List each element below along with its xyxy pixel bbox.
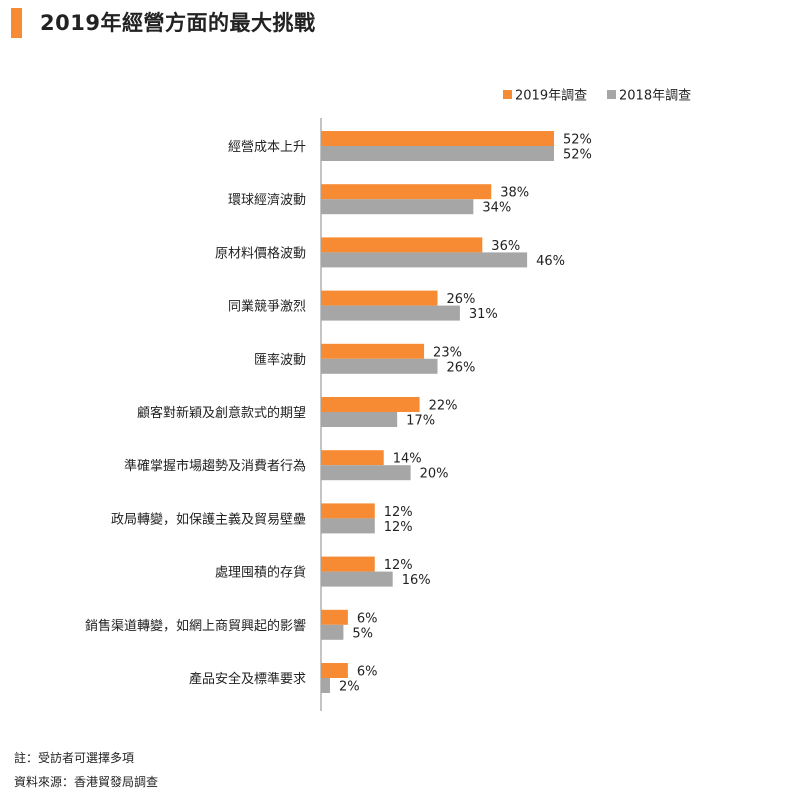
data-label-2019: 14% bbox=[393, 452, 422, 467]
category-label: 準確掌握市場趨勢及消費者行為 bbox=[124, 458, 306, 474]
bar-2019 bbox=[321, 609, 348, 625]
data-label-2018: 31% bbox=[469, 307, 498, 322]
bar-2019 bbox=[321, 131, 554, 146]
data-label-2018: 46% bbox=[536, 254, 565, 269]
bar-2018 bbox=[321, 624, 344, 640]
bar-2018 bbox=[321, 518, 375, 534]
bar-2018 bbox=[321, 199, 474, 215]
bar-2019 bbox=[321, 556, 375, 572]
bar-2019 bbox=[321, 663, 348, 678]
category-label: 處理囤積的存貨 bbox=[215, 565, 306, 581]
bar-2019 bbox=[321, 290, 438, 306]
bar-2018 bbox=[321, 571, 393, 587]
bar-2019 bbox=[321, 503, 375, 519]
title-accent-bar bbox=[11, 8, 22, 38]
bar-2019 bbox=[321, 343, 425, 359]
data-label-2018: 52% bbox=[563, 148, 592, 163]
bar-2019 bbox=[321, 184, 492, 200]
category-label: 經營成本上升 bbox=[228, 140, 306, 155]
bar-2018 bbox=[321, 305, 460, 321]
data-label-2019: 12% bbox=[384, 505, 413, 520]
data-label-2018: 17% bbox=[406, 414, 435, 429]
data-label-2019: 22% bbox=[429, 399, 458, 414]
category-label: 產品安全及標準要求 bbox=[189, 671, 306, 687]
footnote-multiple-choice: 註：受訪者可選擇多項 bbox=[14, 751, 135, 765]
data-label-2019: 6% bbox=[357, 611, 378, 626]
category-label: 顧客對新穎及創意款式的期望 bbox=[137, 405, 306, 421]
bar-2018 bbox=[321, 412, 398, 427]
category-label: 原材料價格波動 bbox=[215, 245, 306, 261]
legend-2019-swatch bbox=[503, 90, 512, 99]
data-label-2019: 52% bbox=[563, 133, 592, 148]
data-label-2018: 2% bbox=[339, 680, 360, 695]
bar-2018 bbox=[321, 252, 528, 268]
data-label-2019: 6% bbox=[357, 665, 378, 680]
data-label-2019: 38% bbox=[500, 186, 529, 201]
data-label-2018: 34% bbox=[482, 201, 511, 216]
data-label-2019: 12% bbox=[384, 558, 413, 573]
legend-2019-label: 2019年調查 bbox=[515, 89, 587, 104]
data-label-2018: 20% bbox=[420, 467, 449, 482]
data-label-2018: 26% bbox=[447, 360, 476, 375]
data-label-2018: 12% bbox=[384, 520, 413, 535]
legend-2018-swatch bbox=[607, 90, 616, 99]
bar-2019 bbox=[321, 397, 420, 412]
category-label: 同業競爭激烈 bbox=[228, 299, 306, 315]
bar-2018 bbox=[321, 465, 411, 481]
category-label: 匯率波動 bbox=[254, 352, 306, 368]
bar-2019 bbox=[321, 237, 483, 253]
bar-2018 bbox=[321, 678, 330, 693]
bar-2018 bbox=[321, 358, 438, 374]
page-title: 2019年經營方面的最大挑戰 bbox=[40, 11, 316, 35]
legend-2018-label: 2018年調查 bbox=[619, 89, 691, 104]
data-label-2018: 16% bbox=[402, 573, 431, 588]
data-label-2018: 5% bbox=[352, 626, 373, 641]
category-label: 政局轉變，如保護主義及貿易壁壘 bbox=[111, 511, 306, 527]
footnotes: 註：受訪者可選擇多項 資料來源：香港貿發局調查 bbox=[14, 746, 158, 794]
category-label: 銷售渠道轉變，如網上商貿興起的影響 bbox=[85, 618, 306, 634]
data-label-2019: 23% bbox=[433, 345, 462, 360]
data-label-2019: 26% bbox=[447, 292, 476, 307]
data-label-2019: 36% bbox=[491, 239, 520, 254]
category-label: 環球經濟波動 bbox=[228, 192, 306, 208]
bar-2018 bbox=[321, 146, 554, 161]
footnote-source: 資料來源：香港貿發局調查 bbox=[14, 775, 159, 789]
bar-2019 bbox=[321, 450, 384, 466]
